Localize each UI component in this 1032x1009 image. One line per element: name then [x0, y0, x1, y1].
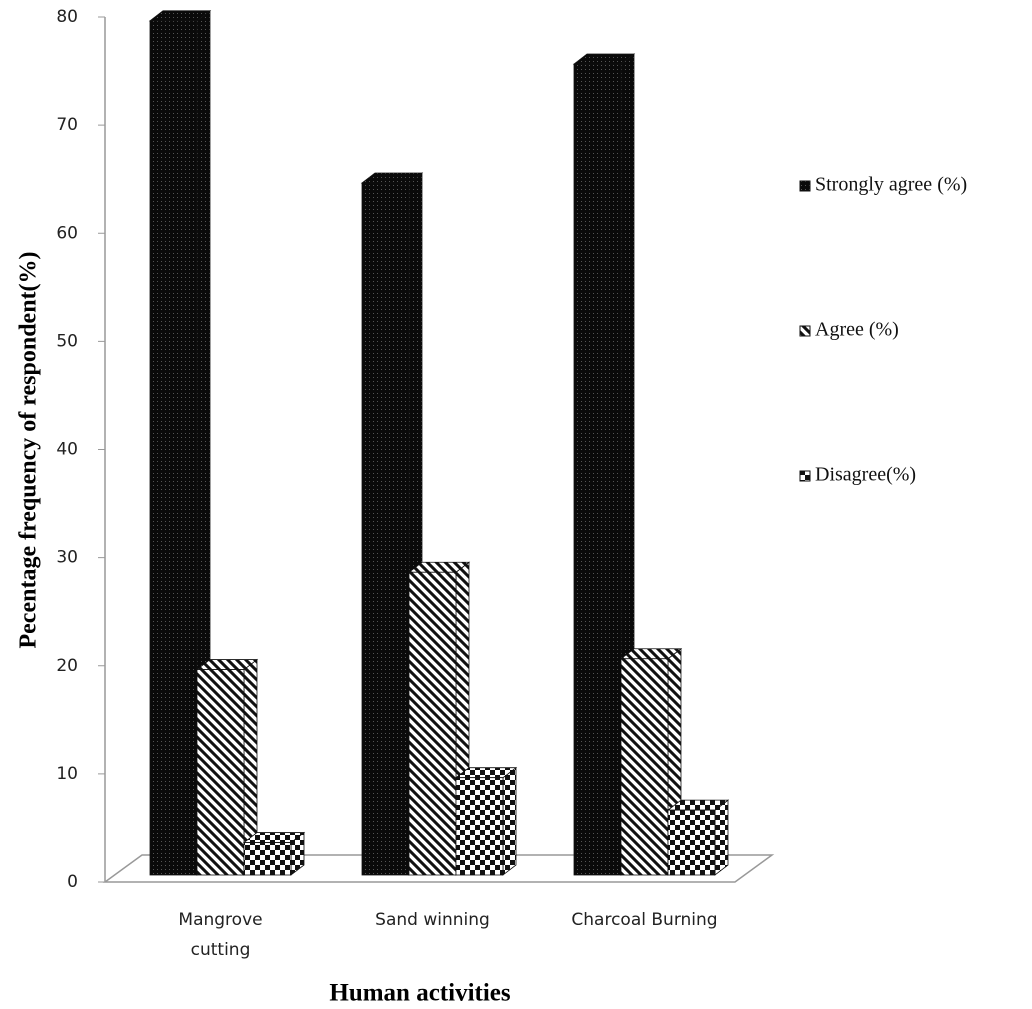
x-tick-label: Sand winning — [375, 910, 490, 930]
y-tick-label: 40 — [56, 440, 78, 460]
y-tick-label: 10 — [56, 764, 78, 784]
bar — [455, 777, 504, 876]
legend-label: Disagree(%) — [815, 464, 916, 486]
bar — [149, 20, 198, 876]
y-tick-label: 80 — [56, 7, 78, 27]
legend-label: Agree (%) — [815, 319, 899, 341]
bar — [408, 571, 457, 876]
bar — [243, 842, 292, 876]
x-tick-label: Mangrove cutting — [178, 910, 263, 960]
bar — [573, 63, 622, 876]
legend-marker — [799, 470, 811, 482]
bar — [620, 658, 669, 876]
floor — [102, 854, 775, 883]
y-tick-label: 0 — [67, 872, 78, 892]
y-tick-label: 30 — [56, 548, 78, 568]
y-tick-label: 50 — [56, 331, 78, 351]
x-axis-title: Human activities — [329, 980, 511, 1007]
y-tick-label: 20 — [56, 656, 78, 676]
bar-side — [714, 799, 729, 876]
y-axis-title: Pecentage frequency of respondent(%) — [16, 251, 42, 648]
bar — [361, 182, 410, 876]
y-tick-label: 60 — [56, 223, 78, 243]
legend-marker — [799, 325, 811, 337]
y-tick-label: 70 — [56, 115, 78, 135]
x-tick-label: Charcoal Burning — [571, 910, 718, 930]
legend-marker — [799, 180, 811, 192]
bar-side — [502, 766, 517, 876]
bar — [196, 669, 245, 876]
legend-label: Strongly agree (%) — [815, 174, 967, 196]
bar — [667, 809, 716, 876]
